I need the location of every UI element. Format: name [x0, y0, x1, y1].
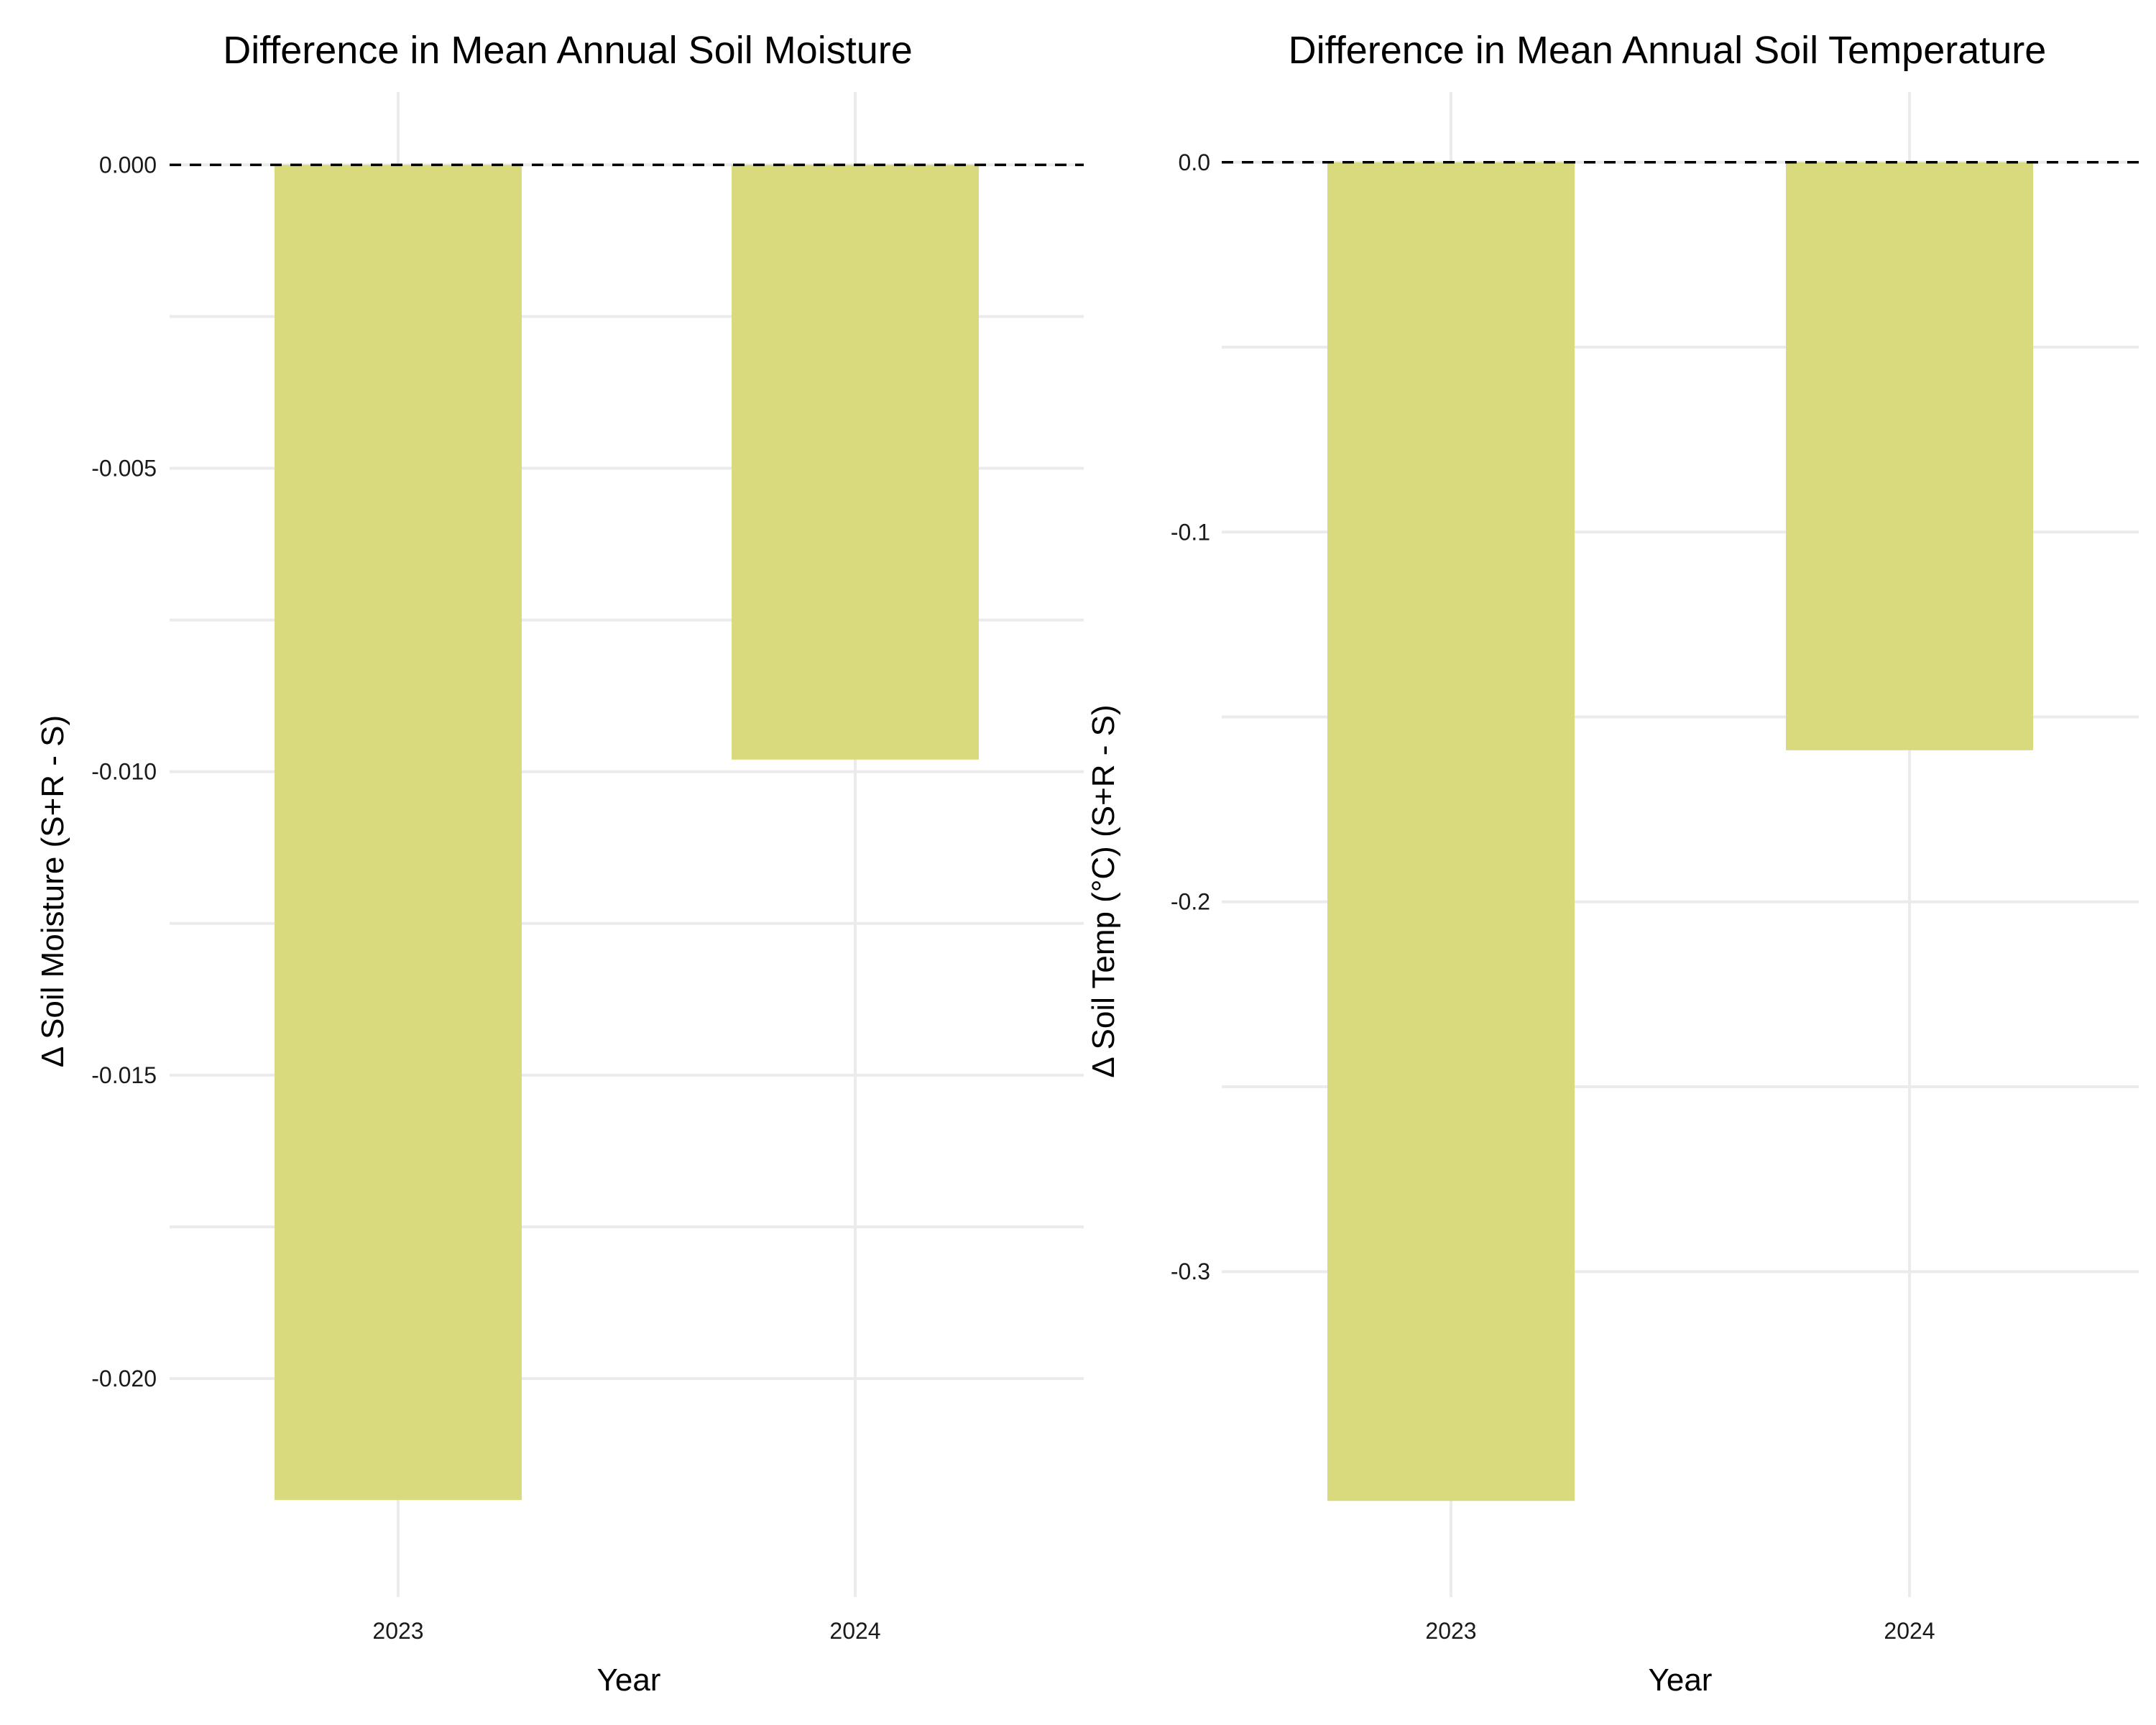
x-tick-labels: 2023 2024: [1425, 1618, 1935, 1644]
x-tick-label: 2023: [372, 1618, 423, 1644]
x-axis-title: Year: [597, 1662, 661, 1698]
panel-title: Difference in Mean Annual Soil Temperatu…: [1289, 29, 2047, 72]
x-tick-label: 2024: [1884, 1618, 1935, 1644]
y-tick-label: -0.015: [91, 1062, 157, 1088]
y-axis-title: Δ Soil Temp (°C) (S+R - S): [1086, 704, 1121, 1077]
y-tick-label: -0.1: [1171, 519, 1210, 545]
y-tick-labels: 0.000 -0.005 -0.010 -0.015 -0.020: [91, 152, 157, 1392]
bars: [1327, 162, 2033, 1501]
bar-2024: [732, 165, 979, 760]
panel-soil-moisture: Difference in Mean Annual Soil Moisture …: [35, 29, 1084, 1698]
panel-soil-temperature: Difference in Mean Annual Soil Temperatu…: [1086, 29, 2139, 1698]
y-tick-labels: 0.0 -0.1 -0.2 -0.3: [1171, 150, 1210, 1284]
x-axis-title: Year: [1649, 1662, 1713, 1698]
y-tick-label: -0.3: [1171, 1259, 1210, 1284]
x-tick-label: 2024: [829, 1618, 880, 1644]
y-tick-label: -0.010: [91, 759, 157, 785]
bar-2024: [1786, 162, 2033, 750]
y-tick-label: -0.005: [91, 456, 157, 482]
y-tick-label: 0.000: [99, 152, 157, 178]
y-tick-label: 0.0: [1179, 150, 1210, 175]
x-tick-labels: 2023 2024: [372, 1618, 880, 1644]
y-tick-label: -0.2: [1171, 889, 1210, 915]
y-tick-label: -0.020: [91, 1366, 157, 1392]
y-axis-title: Δ Soil Moisture (S+R - S): [35, 715, 70, 1067]
bars: [275, 165, 979, 1500]
bar-2023: [275, 165, 522, 1500]
panel-title: Difference in Mean Annual Soil Moisture: [223, 29, 913, 72]
x-tick-label: 2023: [1425, 1618, 1476, 1644]
bar-2023: [1327, 162, 1575, 1501]
